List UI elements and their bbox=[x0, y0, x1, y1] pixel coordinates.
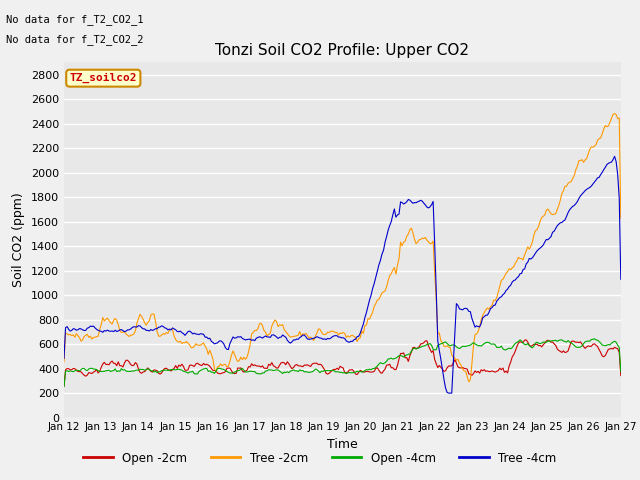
Open -4cm bbox=[617, 369, 625, 374]
Tree -2cm bbox=[465, 379, 473, 384]
Tree -2cm bbox=[611, 110, 618, 116]
Tree -2cm bbox=[244, 349, 252, 355]
Open -2cm bbox=[588, 343, 595, 349]
Text: No data for f_T2_CO2_2: No data for f_T2_CO2_2 bbox=[6, 34, 144, 45]
Legend: Open -2cm, Tree -2cm, Open -4cm, Tree -4cm: Open -2cm, Tree -2cm, Open -4cm, Tree -4… bbox=[79, 447, 561, 469]
Tree -2cm bbox=[303, 333, 311, 338]
Title: Tonzi Soil CO2 Profile: Upper CO2: Tonzi Soil CO2 Profile: Upper CO2 bbox=[216, 44, 469, 59]
X-axis label: Time: Time bbox=[327, 438, 358, 451]
Open -4cm bbox=[244, 369, 252, 374]
Open -2cm bbox=[522, 337, 530, 343]
Open -2cm bbox=[254, 363, 262, 369]
Tree -4cm bbox=[611, 154, 618, 159]
Line: Open -4cm: Open -4cm bbox=[64, 339, 621, 386]
Tree -4cm bbox=[129, 324, 136, 330]
Open -2cm bbox=[303, 362, 311, 368]
Tree -2cm bbox=[588, 144, 595, 150]
Text: No data for f_T2_CO2_1: No data for f_T2_CO2_1 bbox=[6, 14, 144, 25]
Open -4cm bbox=[586, 338, 594, 344]
Text: TZ_soilco2: TZ_soilco2 bbox=[70, 73, 137, 84]
Open -4cm bbox=[254, 371, 262, 376]
Line: Open -2cm: Open -2cm bbox=[64, 340, 621, 386]
Tree -4cm bbox=[244, 336, 252, 342]
Open -4cm bbox=[303, 369, 311, 375]
Tree -4cm bbox=[254, 335, 262, 340]
Open -2cm bbox=[617, 372, 625, 378]
Y-axis label: Soil CO2 (ppm): Soil CO2 (ppm) bbox=[12, 192, 26, 288]
Line: Tree -4cm: Tree -4cm bbox=[64, 156, 621, 393]
Tree -2cm bbox=[617, 215, 625, 221]
Tree -4cm bbox=[226, 340, 234, 346]
Tree -4cm bbox=[303, 336, 311, 342]
Open -4cm bbox=[60, 384, 68, 389]
Open -4cm bbox=[591, 336, 598, 342]
Line: Tree -2cm: Tree -2cm bbox=[64, 113, 621, 382]
Open -4cm bbox=[129, 368, 136, 373]
Open -2cm bbox=[60, 383, 68, 389]
Tree -2cm bbox=[226, 358, 234, 364]
Tree -2cm bbox=[129, 332, 136, 338]
Open -2cm bbox=[129, 363, 136, 369]
Tree -4cm bbox=[60, 356, 68, 361]
Tree -4cm bbox=[588, 183, 595, 189]
Open -4cm bbox=[226, 370, 234, 376]
Tree -4cm bbox=[617, 276, 625, 282]
Tree -2cm bbox=[254, 326, 262, 332]
Tree -2cm bbox=[60, 359, 68, 365]
Tree -4cm bbox=[445, 390, 452, 396]
Open -2cm bbox=[244, 364, 252, 370]
Open -2cm bbox=[226, 365, 234, 371]
